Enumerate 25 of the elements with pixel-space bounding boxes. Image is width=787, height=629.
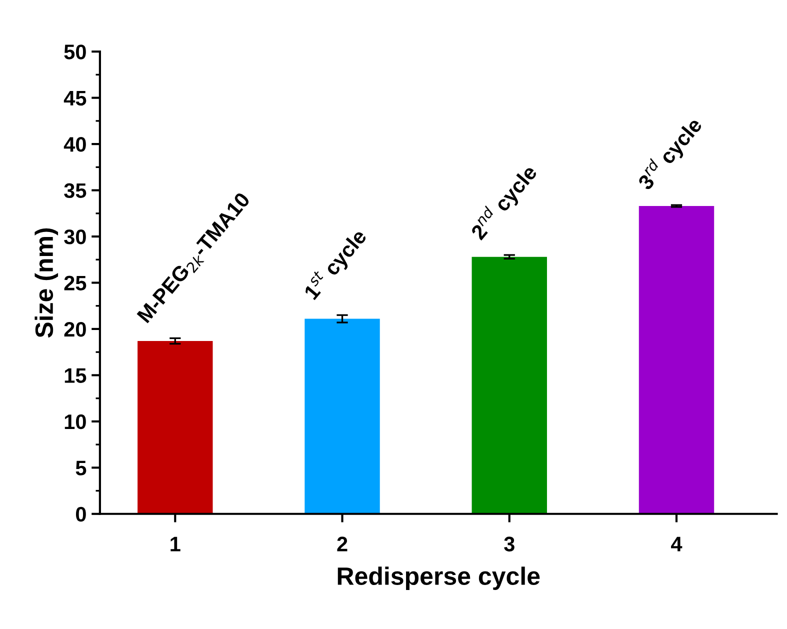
y-tick-label: 45 (64, 91, 86, 106)
x-axis-title: Redisperse cycle (338, 566, 540, 590)
bar (472, 256, 547, 514)
x-tick-label: 1 (170, 536, 180, 552)
bar (138, 340, 213, 514)
annotation: M-PEG$_{2k}$-TMA10 (136, 191, 254, 326)
y-tick-label: 40 (64, 137, 86, 152)
annotation: 2$^{nd}$ cycle (466, 161, 541, 244)
y-tick-label: 5 (76, 460, 86, 476)
bar (638, 206, 714, 514)
x-tick-label: 4 (671, 536, 682, 552)
y-tick-label: 15 (64, 368, 86, 383)
y-tick-label: 30 (64, 230, 86, 244)
y-tick-label: 50 (64, 44, 86, 60)
x-tick-label: 2 (337, 536, 348, 552)
y-tick-label: 10 (64, 414, 86, 430)
y-tick-label: 35 (64, 183, 86, 198)
y-axis-title: Size (nm) (34, 228, 58, 338)
annotation: 3$^{rd}$ cycle (634, 114, 706, 194)
annotation: 1$^{st}$ cycle (300, 226, 370, 303)
y-tick-label: 25 (64, 276, 86, 290)
y-tick-label: 20 (64, 322, 86, 337)
y-tick-label: 0 (76, 506, 86, 522)
x-tick-label: 3 (504, 536, 514, 552)
bar (304, 318, 380, 514)
